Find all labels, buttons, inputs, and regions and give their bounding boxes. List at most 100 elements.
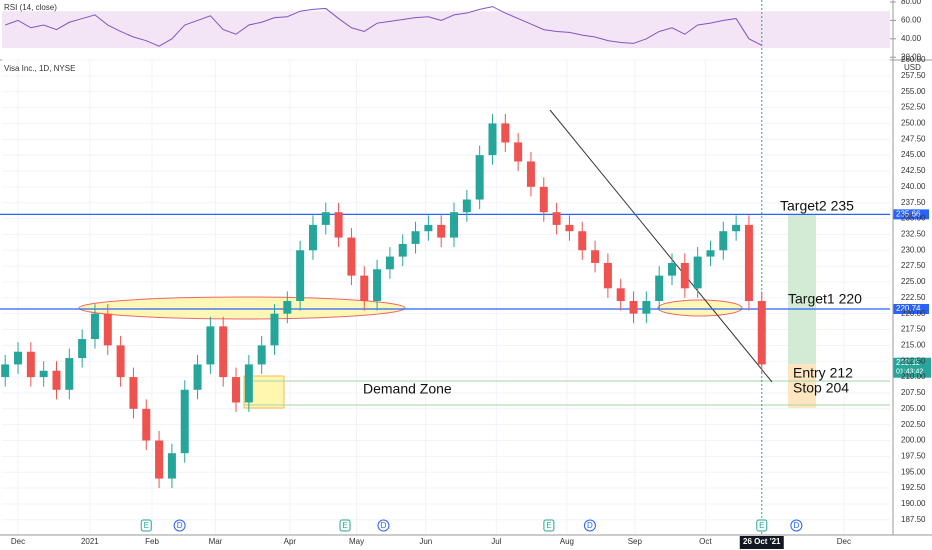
countdown: 01:43:42 xyxy=(896,369,923,376)
candle-body xyxy=(411,231,420,244)
y-tick-label: 217.50 xyxy=(901,325,926,334)
rsi-tick-label: 60.00 xyxy=(901,16,922,25)
candle-body xyxy=(552,212,561,225)
candle-body xyxy=(14,351,23,365)
candle-body xyxy=(347,237,356,276)
rsi-tick-label: 40.00 xyxy=(901,34,922,43)
y-tick-label: 235.00 xyxy=(901,214,926,223)
y-tick-label: 200.00 xyxy=(901,436,926,445)
y-tick-label: 237.50 xyxy=(901,198,926,207)
event-icon xyxy=(756,519,768,532)
candle-body xyxy=(719,231,728,251)
y-tick-label: 202.50 xyxy=(901,420,926,429)
x-tick-label: Feb xyxy=(145,537,159,546)
zone-ellipse xyxy=(657,299,743,317)
y-tick-label: 207.50 xyxy=(901,388,926,397)
candle-body xyxy=(206,326,215,365)
y-tick-label: 225.00 xyxy=(901,277,926,286)
candle-body xyxy=(155,440,164,479)
event-icon xyxy=(583,519,596,532)
candle-body xyxy=(539,186,548,213)
x-tick-label: Mar xyxy=(209,537,223,546)
candle-body xyxy=(642,300,651,314)
y-tick-label: 205.00 xyxy=(901,404,926,413)
y-tick-label: 250.00 xyxy=(901,119,926,128)
event-label: E xyxy=(342,521,347,530)
candle-body xyxy=(244,364,253,403)
candle-body xyxy=(501,123,510,143)
trend-line xyxy=(549,109,773,383)
event-label: D xyxy=(177,521,183,530)
event-icon xyxy=(543,519,555,532)
zone-ellipse xyxy=(78,296,406,320)
y-tick-label: 190.00 xyxy=(901,499,926,508)
candle-body xyxy=(488,123,497,156)
y-tick-label: 257.50 xyxy=(901,71,926,80)
annotation: Demand Zone xyxy=(363,381,452,397)
y-tick-label: 197.50 xyxy=(901,451,926,460)
candle-body xyxy=(334,212,343,238)
event-icon xyxy=(377,519,390,532)
event-label: D xyxy=(587,521,593,530)
target-box xyxy=(788,214,816,364)
y-tick-label: 220.00 xyxy=(901,309,926,318)
cursor-label: 26 Oct '21 xyxy=(743,537,781,546)
candle-body xyxy=(142,408,151,441)
candle-body xyxy=(116,345,125,378)
event-icon xyxy=(173,519,186,532)
candle-body xyxy=(437,224,446,238)
candle-body xyxy=(103,313,112,346)
candle-body xyxy=(78,339,87,359)
price-label: 212.11 xyxy=(896,358,920,367)
candle-body xyxy=(578,231,587,251)
candle-body xyxy=(373,269,382,301)
x-tick-label: Oct xyxy=(699,537,712,546)
candle-body xyxy=(450,212,459,238)
candle-body xyxy=(65,358,74,390)
rsi-line xyxy=(5,6,762,47)
x-tick-label: 2021 xyxy=(81,537,99,546)
candle-body xyxy=(52,370,61,390)
candle-body xyxy=(668,262,677,276)
candle-body xyxy=(385,256,394,270)
annotation: Target1 220 xyxy=(788,291,862,307)
candle-body xyxy=(424,224,433,232)
y-tick-label: 222.50 xyxy=(901,293,926,302)
candle-body xyxy=(257,345,266,365)
y-tick-label: 255.00 xyxy=(901,87,926,96)
event-icon xyxy=(790,519,803,532)
candle-body xyxy=(39,370,48,378)
rsi-pane: 20.00 40.00 60.00 80.00 xyxy=(2,0,922,61)
symbol-title: Visa Inc., 1D, NYSE xyxy=(4,64,75,73)
candle-body xyxy=(321,212,330,225)
candle-body xyxy=(706,250,715,257)
x-tick-label: Jul xyxy=(491,537,501,546)
candle-body xyxy=(360,275,369,301)
y-tick-label: 187.50 xyxy=(901,515,926,524)
y-tick-label: 247.50 xyxy=(901,134,926,143)
y-tick-label: 192.50 xyxy=(901,483,926,492)
y-tick-label: 212.50 xyxy=(901,356,926,365)
level-label: 220.74 xyxy=(896,304,921,313)
candle-body xyxy=(219,326,228,378)
candle-body xyxy=(565,224,574,232)
candle-body xyxy=(744,224,753,301)
y-tick-label: 260.00 xyxy=(901,55,926,64)
x-tick-label: Sep xyxy=(628,537,643,546)
x-tick-label: Dec xyxy=(11,537,25,546)
event-label: D xyxy=(381,521,387,530)
candle-body xyxy=(757,300,766,365)
y-tick-label: 242.50 xyxy=(901,166,926,175)
candle-body xyxy=(90,313,99,340)
level-tag xyxy=(893,303,929,314)
y-tick-label: 195.00 xyxy=(901,467,926,476)
candle-body xyxy=(283,300,292,314)
y-tick-label: 215.00 xyxy=(901,340,926,349)
candle-body xyxy=(629,300,638,314)
candle-body xyxy=(526,161,535,187)
candle-body xyxy=(193,364,202,390)
candle-body xyxy=(296,250,305,301)
candle-body xyxy=(270,313,279,346)
